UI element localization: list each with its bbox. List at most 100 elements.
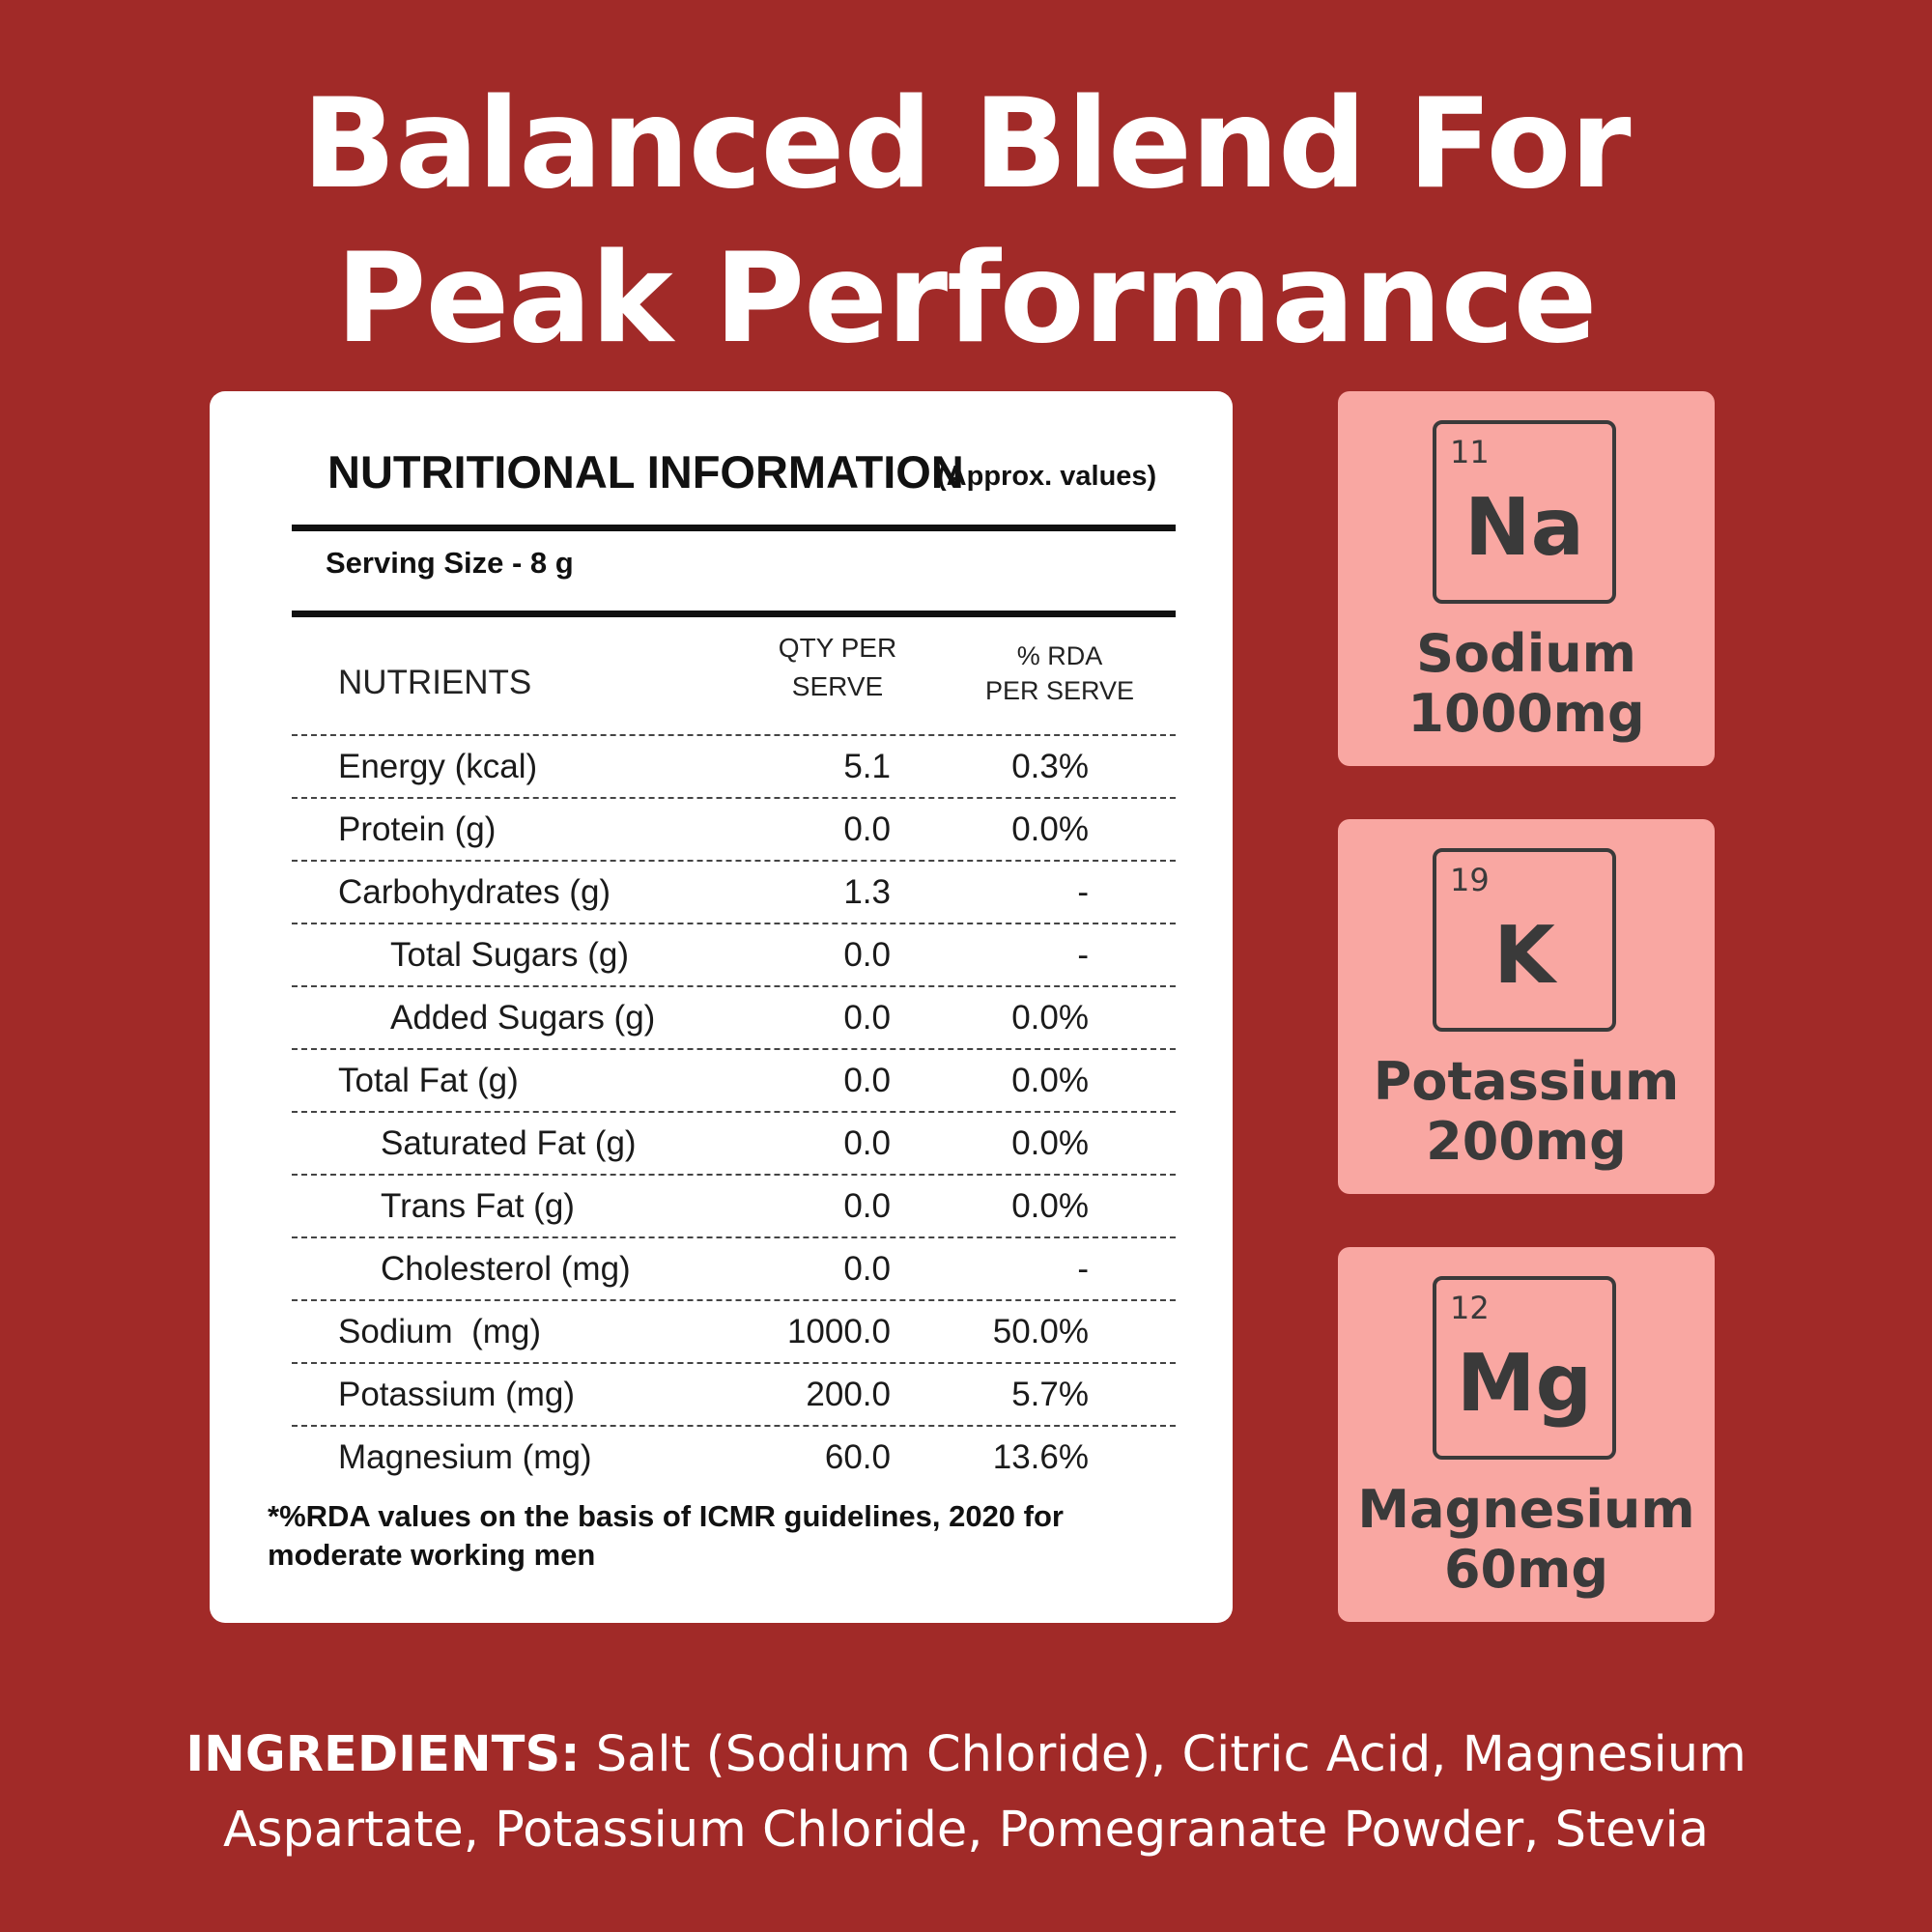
nutrient-rda: 13.6% [992, 1438, 1089, 1476]
nutrient-rda: 0.0% [1011, 1062, 1089, 1099]
row-divider [292, 1236, 1176, 1238]
nutrient-name: Sodium (mg) [338, 1313, 542, 1350]
nutrient-name: Magnesium (mg) [338, 1438, 592, 1476]
nutrient-rda: 0.0% [1011, 1124, 1089, 1162]
column-header-nutrients: NUTRIENTS [338, 664, 532, 701]
nutrient-qty: 0.0 [843, 1250, 891, 1288]
nutrition-approx-note: (Approx. values) [937, 461, 1157, 492]
element-name: Potassium [1373, 1051, 1680, 1112]
nutrient-rda: - [1077, 1250, 1089, 1288]
element-symbol: Na [1464, 482, 1584, 574]
nutrient-name: Potassium (mg) [338, 1376, 576, 1413]
nutrient-qty: 5.1 [843, 748, 891, 785]
nutrient-rda: 5.7% [1011, 1376, 1089, 1413]
divider-serving [292, 611, 1176, 617]
row-divider [292, 1048, 1176, 1050]
element-symbol: K [1493, 910, 1555, 1002]
element-name: Magnesium [1357, 1479, 1695, 1540]
row-divider [292, 923, 1176, 924]
table-row: Potassium (mg) 200.0 5.7% [292, 1362, 1176, 1425]
table-row: Protein (g) 0.0 0.0% [292, 797, 1176, 860]
nutrient-qty: 1000.0 [786, 1313, 891, 1350]
row-divider [292, 1299, 1176, 1301]
column-header-qty-line1: QTY PER [778, 633, 897, 663]
row-divider [292, 734, 1176, 736]
nutrient-name: Total Sugars (g) [390, 936, 630, 974]
column-header-rda: % RDA PER SERVE [973, 639, 1147, 708]
nutrient-name: Trans Fat (g) [381, 1187, 575, 1225]
nutrient-rda: - [1077, 936, 1089, 974]
column-header-qty-line2: SERVE [791, 671, 884, 701]
nutrient-rda: 0.3% [1011, 748, 1089, 785]
serving-size: Serving Size - 8 g [326, 546, 574, 580]
ingredients-text-1: Salt (Sodium Chloride), Citric Acid, Mag… [580, 1726, 1747, 1783]
ingredients-label: INGREDIENTS: [185, 1726, 581, 1783]
element-card-potassium: 19 K Potassium 200mg [1338, 819, 1715, 1194]
nutrient-qty: 60.0 [824, 1438, 891, 1476]
nutrient-qty: 0.0 [843, 810, 891, 848]
atomic-number: 11 [1450, 434, 1490, 470]
atomic-number: 12 [1450, 1290, 1490, 1326]
nutrient-rda: 0.0% [1011, 999, 1089, 1037]
nutrition-title: NUTRITIONAL INFORMATION [327, 446, 964, 497]
element-tile: 11 Na [1433, 420, 1616, 604]
rda-footnote: *%RDA values on the basis of ICMR guidel… [268, 1499, 1064, 1572]
nutrient-qty: 0.0 [843, 1124, 891, 1162]
element-name: Sodium [1416, 623, 1636, 684]
ingredients-block: INGREDIENTS: Salt (Sodium Chloride), Cit… [0, 1718, 1932, 1868]
table-row: Energy (kcal) 5.1 0.3% [292, 734, 1176, 797]
element-symbol: Mg [1456, 1338, 1593, 1430]
table-row: Sodium (mg) 1000.0 50.0% [292, 1299, 1176, 1362]
headline-line-2: Peak Performance [335, 227, 1598, 371]
table-row: Trans Fat (g) 0.0 0.0% [292, 1174, 1176, 1236]
atomic-number: 19 [1450, 862, 1490, 898]
column-header-rda-line2: PER SERVE [984, 676, 1135, 705]
headline-line-1: Balanced Blend For [301, 72, 1631, 216]
ingredients-line-1: INGREDIENTS: Salt (Sodium Chloride), Cit… [0, 1718, 1932, 1793]
divider-top [292, 525, 1176, 531]
nutrition-card: NUTRITIONAL INFORMATION (Approx. values)… [210, 391, 1233, 1623]
nutrient-rda: 0.0% [1011, 1187, 1089, 1225]
column-header-rda-line1: % RDA [1016, 641, 1103, 670]
row-divider [292, 1425, 1176, 1427]
nutrient-qty: 0.0 [843, 1062, 891, 1099]
row-divider [292, 797, 1176, 799]
nutrient-qty: 0.0 [843, 936, 891, 974]
nutrient-rda: - [1077, 873, 1089, 911]
nutrient-name: Carbohydrates (g) [338, 873, 611, 911]
nutrient-qty: 0.0 [843, 1187, 891, 1225]
element-card-magnesium: 12 Mg Magnesium 60mg [1338, 1247, 1715, 1622]
nutrient-name: Total Fat (g) [338, 1062, 519, 1099]
row-divider [292, 1174, 1176, 1176]
ingredients-line-2: Aspartate, Potassium Chloride, Pomegrana… [223, 1802, 1709, 1859]
nutrient-name: Added Sugars (g) [390, 999, 656, 1037]
headline: Balanced Blend For Peak Performance [0, 68, 1932, 377]
nutrient-name: Energy (kcal) [338, 748, 538, 785]
table-row: Added Sugars (g) 0.0 0.0% [292, 985, 1176, 1048]
element-tile: 19 K [1433, 848, 1616, 1032]
nutrient-qty: 0.0 [843, 999, 891, 1037]
nutrient-name: Protein (g) [338, 810, 497, 848]
nutrient-rda: 0.0% [1011, 810, 1089, 848]
table-row: Cholesterol (mg) 0.0 - [292, 1236, 1176, 1299]
element-amount: 200mg [1426, 1111, 1627, 1172]
nutrient-rda: 50.0% [992, 1313, 1089, 1350]
element-amount: 1000mg [1407, 683, 1645, 744]
row-divider [292, 1111, 1176, 1113]
nutrient-name: Saturated Fat (g) [381, 1124, 637, 1162]
table-row: Saturated Fat (g) 0.0 0.0% [292, 1111, 1176, 1174]
table-row: Carbohydrates (g) 1.3 - [292, 860, 1176, 923]
table-row: Total Sugars (g) 0.0 - [292, 923, 1176, 985]
table-row: Magnesium (mg) 60.0 13.6% [292, 1425, 1176, 1488]
nutrient-qty: 1.3 [843, 873, 891, 911]
row-divider [292, 985, 1176, 987]
table-row: Total Fat (g) 0.0 0.0% [292, 1048, 1176, 1111]
column-header-qty: QTY PER SERVE [760, 629, 915, 706]
nutrient-name: Cholesterol (mg) [381, 1250, 631, 1288]
element-tile: 12 Mg [1433, 1276, 1616, 1460]
element-card-sodium: 11 Na Sodium 1000mg [1338, 391, 1715, 766]
row-divider [292, 1362, 1176, 1364]
element-amount: 60mg [1443, 1539, 1609, 1600]
row-divider [292, 860, 1176, 862]
nutrient-qty: 200.0 [806, 1376, 891, 1413]
